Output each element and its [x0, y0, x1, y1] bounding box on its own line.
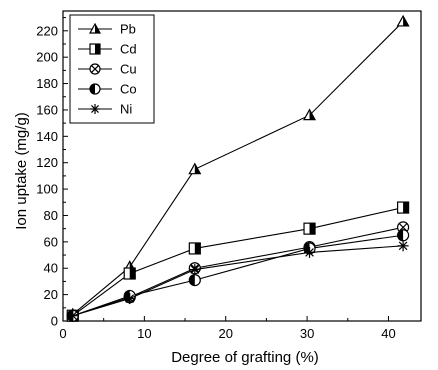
- legend-item-ni: Ni: [78, 102, 132, 117]
- x-tick-label: 30: [300, 326, 314, 341]
- legend-item-co: Co: [78, 82, 137, 97]
- x-tick-label: 40: [381, 326, 395, 341]
- x-tick-label: 0: [59, 326, 66, 341]
- data-point-marker: [189, 264, 201, 276]
- data-point-marker: [397, 240, 409, 252]
- y-tick-label: 20: [44, 287, 58, 302]
- y-tick-label: 160: [36, 102, 58, 117]
- series-line: [72, 245, 404, 317]
- data-point-marker: [124, 293, 136, 305]
- data-point-marker: [88, 22, 102, 34]
- plot-frame: [62, 10, 422, 322]
- data-point-marker: [188, 274, 201, 287]
- data-point-marker: [304, 246, 316, 258]
- y-tick-label: 180: [36, 76, 58, 91]
- data-point-marker: [396, 14, 410, 27]
- y-tick-label: 0: [51, 314, 58, 329]
- series-line: [72, 234, 404, 317]
- data-point-marker: [188, 162, 202, 175]
- series-layer: [66, 14, 410, 322]
- x-axis-title: Degree of grafting (%): [171, 349, 319, 366]
- series-cd: [66, 201, 410, 322]
- data-point-marker: [188, 242, 201, 255]
- y-tick-label: 80: [44, 208, 58, 223]
- data-point-marker: [67, 310, 79, 322]
- y-tick-label: 200: [36, 50, 58, 65]
- series-cu: [66, 221, 410, 322]
- y-tick-label: 60: [44, 234, 58, 249]
- data-point-marker: [397, 201, 410, 214]
- y-axis-title: Ion uptake (mg/g): [13, 112, 30, 230]
- legend-label: Ni: [120, 102, 132, 117]
- data-point-marker: [89, 63, 101, 75]
- legend-label: Co: [120, 82, 137, 97]
- y-tick-label: 140: [36, 129, 58, 144]
- axes-layer: 0 10 20 30 40 0 20 40 60 80 100 120 140 160 180 200 220: [36, 10, 422, 341]
- y-tick-label: 40: [44, 261, 58, 276]
- data-point-marker: [89, 43, 101, 55]
- series-ni: [67, 240, 409, 322]
- legend: Pb Cd Cu Co Ni: [69, 14, 155, 124]
- x-tick-label: 10: [137, 326, 151, 341]
- data-point-marker: [397, 229, 410, 242]
- x-tick-label: 20: [218, 326, 232, 341]
- data-point-marker: [123, 267, 136, 280]
- legend-item-cd: Cd: [78, 42, 137, 57]
- series-co: [66, 229, 410, 322]
- y-tick-label: 220: [36, 23, 58, 38]
- data-point-marker: [89, 83, 101, 95]
- legend-item-cu: Cu: [78, 62, 137, 77]
- legend-label: Pb: [120, 22, 136, 37]
- data-point-marker: [303, 222, 316, 235]
- y-tick-label: 120: [36, 155, 58, 170]
- legend-item-pb: Pb: [78, 22, 136, 37]
- legend-label: Cu: [120, 62, 137, 77]
- data-point-marker: [303, 108, 317, 121]
- data-point-marker: [90, 104, 100, 114]
- legend-label: Cd: [120, 42, 137, 57]
- y-tick-label: 100: [36, 182, 58, 197]
